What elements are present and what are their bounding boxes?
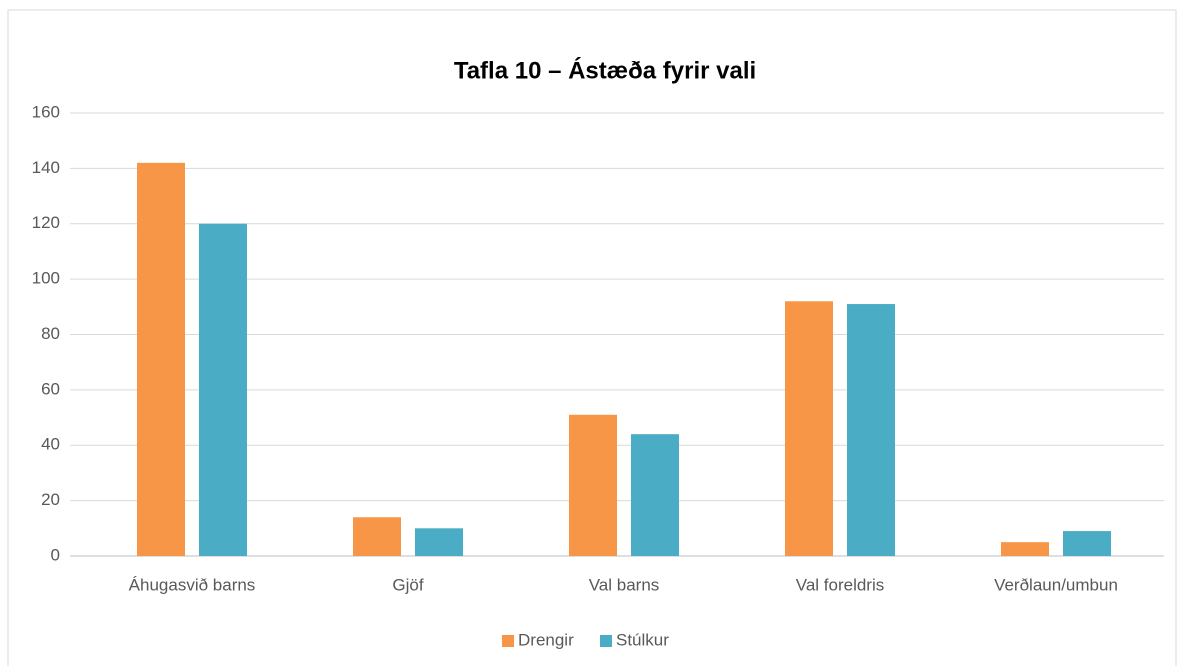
legend-label: Drengir — [518, 630, 574, 649]
bar — [569, 414, 617, 556]
bar — [199, 223, 247, 556]
y-tick-label: 20 — [41, 490, 60, 509]
y-tick-label: 0 — [51, 545, 60, 564]
y-tick-label: 40 — [41, 435, 60, 454]
x-tick-label: Val foreldris — [796, 575, 885, 594]
legend-swatch — [600, 635, 612, 647]
bar — [1001, 542, 1049, 556]
x-tick-label: Val barns — [589, 575, 660, 594]
bar — [353, 517, 401, 556]
bar — [1063, 531, 1111, 556]
bar — [631, 434, 679, 556]
bar — [415, 528, 463, 556]
legend-swatch — [502, 635, 514, 647]
y-tick-label: 120 — [32, 213, 60, 232]
y-tick-label: 160 — [32, 102, 60, 121]
x-tick-label: Áhugasvið barns — [129, 575, 256, 594]
y-tick-label: 60 — [41, 379, 60, 398]
bar — [785, 301, 833, 556]
legend-label: Stúlkur — [616, 630, 669, 649]
y-tick-label: 80 — [41, 324, 60, 343]
y-tick-label: 100 — [32, 269, 60, 288]
bar — [137, 162, 185, 556]
y-tick-label: 140 — [32, 158, 60, 177]
x-tick-label: Gjöf — [392, 575, 423, 594]
chart-title: Tafla 10 – Ástæða fyrir vali — [454, 56, 756, 84]
bar — [847, 304, 895, 556]
x-tick-label: Verðlaun/umbun — [994, 575, 1118, 594]
